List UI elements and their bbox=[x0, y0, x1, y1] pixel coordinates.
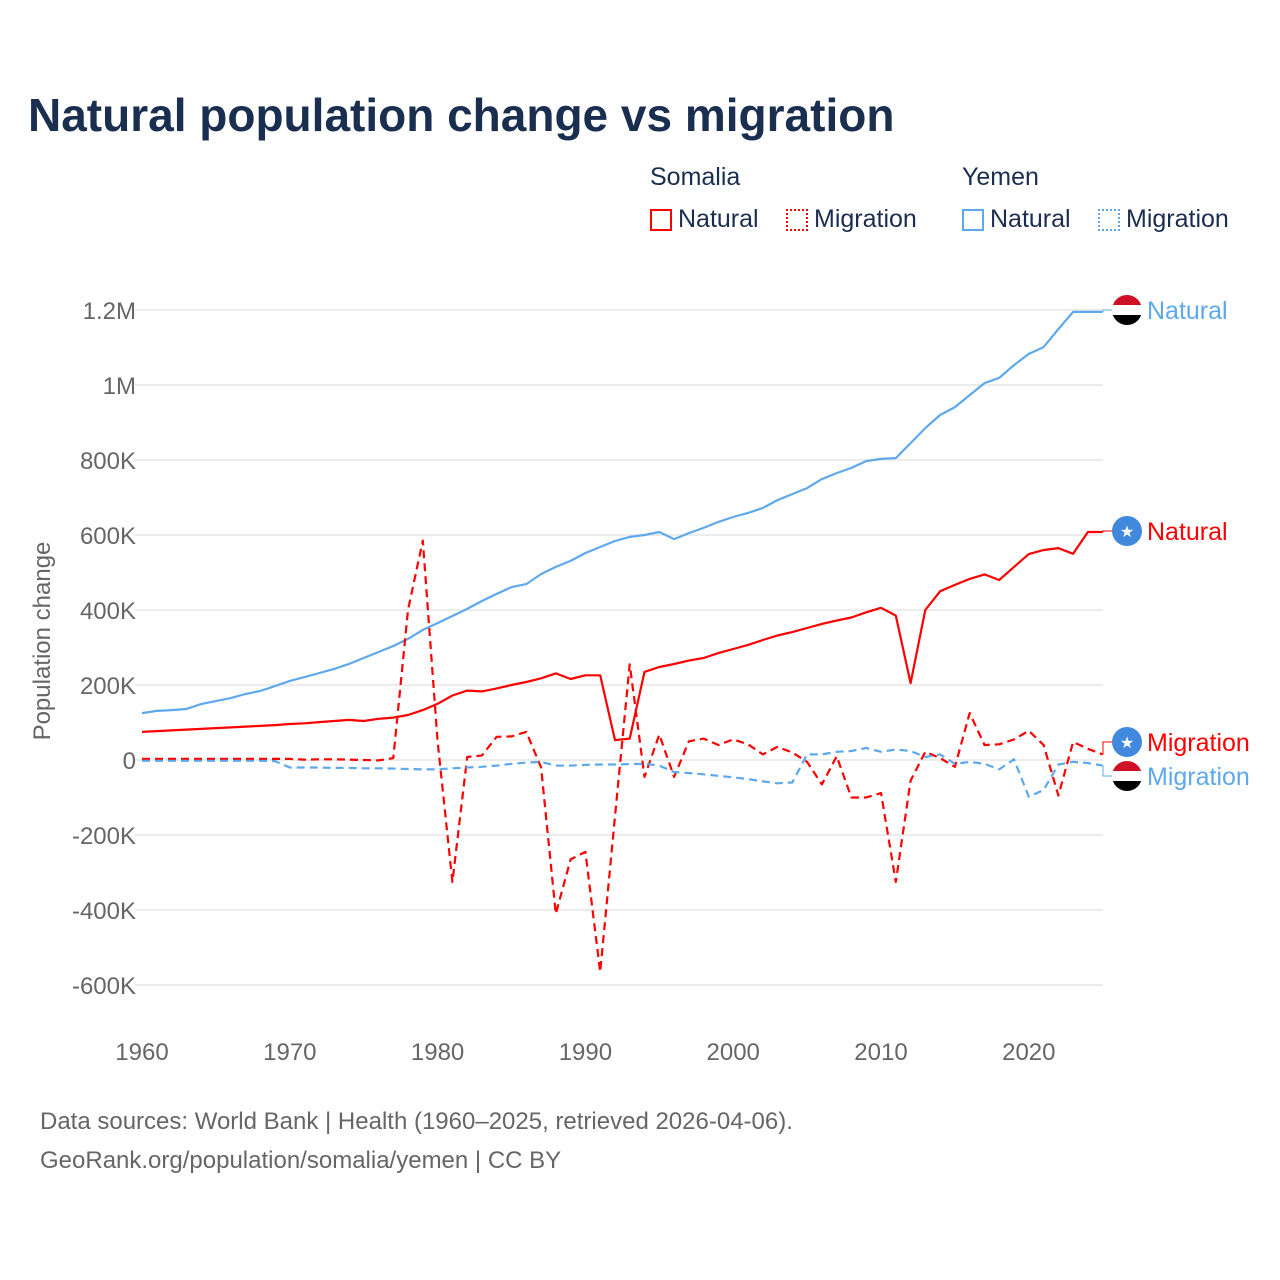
y-tick-label: -600K bbox=[72, 973, 136, 1000]
legend-label: Natural bbox=[990, 205, 1071, 233]
somalia-flag-icon: ★ bbox=[1112, 516, 1142, 546]
end-label-somalia-natural: Natural bbox=[1147, 518, 1228, 546]
y-tick-label: 200K bbox=[80, 673, 136, 700]
x-tick-label: 2020 bbox=[1002, 1039, 1055, 1066]
legend-group-somalia: Somalia bbox=[650, 163, 741, 191]
x-tick-label: 1960 bbox=[115, 1039, 168, 1066]
series-line-yemen-migration bbox=[142, 746, 1103, 798]
legend-yemen-migration[interactable]: Migration bbox=[1098, 205, 1229, 234]
end-label-connector bbox=[1102, 530, 1114, 532]
y-tick-label: 0 bbox=[123, 748, 136, 775]
x-tick-label: 1970 bbox=[263, 1039, 316, 1066]
end-label-connector bbox=[1102, 309, 1114, 312]
x-tick-label: 2010 bbox=[854, 1039, 907, 1066]
y-tick-label: 800K bbox=[80, 448, 136, 475]
series-line-yemen-natural bbox=[141, 310, 1103, 715]
y-axis-label: Population change bbox=[29, 542, 56, 741]
svg-text:★: ★ bbox=[1120, 735, 1134, 752]
legend-label: Migration bbox=[814, 205, 917, 233]
y-tick-label: 400K bbox=[80, 598, 136, 625]
chart-title: Natural population change vs migration bbox=[28, 89, 895, 141]
legend-group-yemen: Yemen bbox=[962, 163, 1039, 191]
x-tick-label: 2000 bbox=[707, 1039, 760, 1066]
footer-link[interactable]: GeoRank.org/population/somalia/yemen | C… bbox=[40, 1147, 562, 1174]
legend-yemen-natural[interactable]: Natural bbox=[962, 205, 1071, 234]
yemen-flag-icon bbox=[1112, 761, 1142, 791]
legend-swatch-solid-blue bbox=[962, 208, 984, 231]
end-label-somalia-migration: Migration bbox=[1147, 729, 1250, 757]
legend-swatch-solid-red bbox=[650, 208, 672, 231]
end-label-connector bbox=[1102, 765, 1114, 777]
legend-somalia-natural[interactable]: Natural bbox=[650, 205, 759, 234]
y-tick-label: 1M bbox=[103, 373, 136, 400]
y-tick-label: -400K bbox=[72, 898, 136, 925]
y-tick-label: 600K bbox=[80, 523, 136, 550]
footer-sources: Data sources: World Bank | Health (1960–… bbox=[40, 1108, 793, 1135]
series-line-somalia-migration bbox=[142, 539, 1104, 973]
y-tick-label: -200K bbox=[72, 823, 136, 850]
somalia-flag-icon: ★ bbox=[1112, 727, 1142, 757]
legend-label: Natural bbox=[678, 205, 759, 233]
x-tick-label: 1980 bbox=[411, 1039, 464, 1066]
legend-swatch-dotted-red bbox=[786, 208, 808, 231]
legend-swatch-dotted-blue bbox=[1098, 208, 1120, 231]
legend-somalia-migration[interactable]: Migration bbox=[786, 205, 917, 234]
x-tick-label: 1990 bbox=[559, 1039, 612, 1066]
series-line-somalia-natural bbox=[141, 530, 1103, 742]
end-label-connector bbox=[1102, 741, 1114, 755]
end-label-yemen-natural: Natural bbox=[1147, 297, 1228, 325]
svg-text:★: ★ bbox=[1120, 524, 1134, 541]
legend-label: Migration bbox=[1126, 205, 1229, 233]
end-label-yemen-migration: Migration bbox=[1147, 763, 1250, 791]
y-tick-label: 1.2M bbox=[83, 298, 136, 325]
yemen-flag-icon bbox=[1112, 295, 1142, 325]
